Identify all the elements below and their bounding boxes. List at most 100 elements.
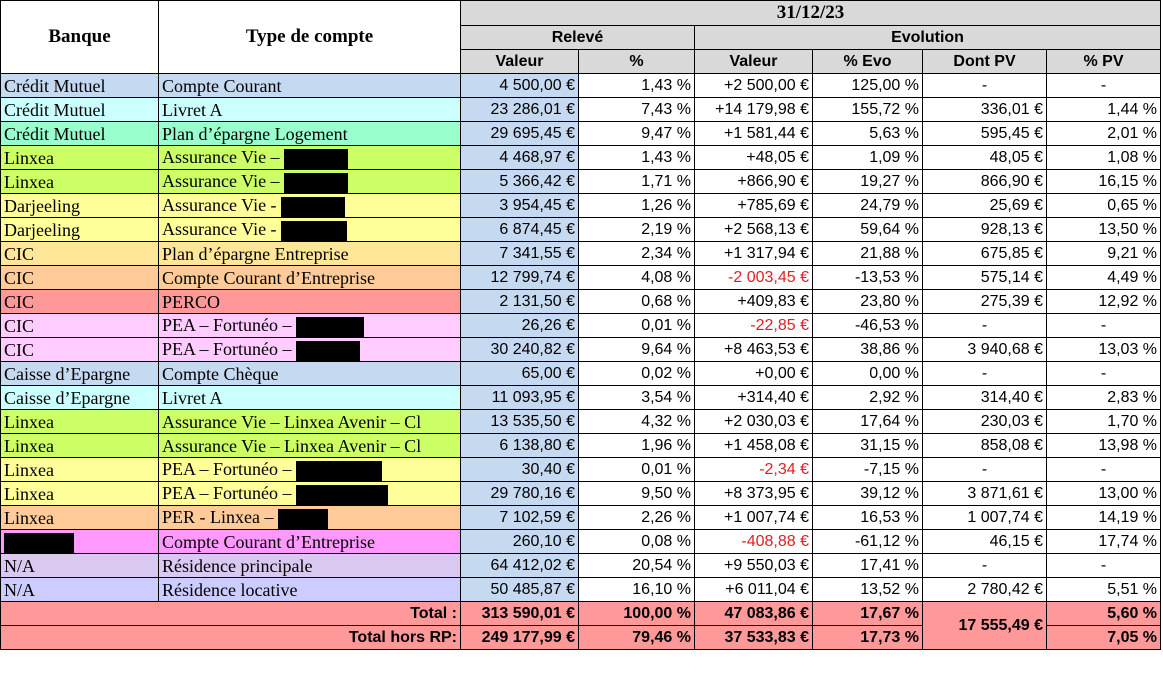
dont-pv-cell[interactable]: - [922,553,1047,578]
header-evolution[interactable]: Evolution [693,25,1162,50]
pct-evo-cell[interactable]: 23,80 % [812,289,923,314]
header-pct-evo[interactable]: % Evo [812,49,923,74]
account-type-cell[interactable]: PEA – Fortunéo – [158,481,461,506]
bank-cell[interactable]: CIC [0,241,159,266]
bank-cell[interactable] [0,529,159,554]
bank-cell[interactable]: CIC [0,337,159,362]
valeur-cell[interactable]: 64 412,02 € [460,553,579,578]
pct-pv-cell[interactable]: 9,21 % [1045,241,1162,266]
evo-value-cell[interactable]: +1 007,74 € [694,505,813,530]
total-hors-evo-cell[interactable]: 37 533,83 € [694,625,813,650]
pct-pv-cell[interactable]: - [1045,361,1162,386]
pct-cell[interactable]: 1,26 % [578,193,695,218]
pct-evo-cell[interactable]: 17,64 % [812,409,923,434]
total-pct-cell[interactable]: 100,00 % [578,601,695,626]
pct-cell[interactable]: 0,01 % [578,457,695,482]
pct-evo-cell[interactable]: 19,27 % [812,169,923,194]
pct-evo-cell[interactable]: 1,09 % [812,145,923,170]
header-dont-pv[interactable]: Dont PV [922,49,1047,74]
pct-pv-cell[interactable]: 16,15 % [1045,169,1162,194]
pct-pv-cell[interactable]: - [1045,313,1162,338]
evo-value-cell[interactable]: -22,85 € [694,313,813,338]
pct-pv-cell[interactable]: 1,08 % [1045,145,1162,170]
account-type-cell[interactable]: Livret A [158,97,461,122]
total-hors-pct-pv-cell[interactable]: 7,05 % [1045,625,1162,650]
pct-evo-cell[interactable]: 38,86 % [812,337,923,362]
pct-pv-cell[interactable]: - [1045,73,1162,98]
valeur-cell[interactable]: 6 874,45 € [460,217,579,242]
dont-pv-cell[interactable]: 336,01 € [922,97,1047,122]
pct-cell[interactable]: 1,96 % [578,433,695,458]
pct-cell[interactable]: 16,10 % [578,577,695,602]
dont-pv-cell[interactable]: 230,03 € [922,409,1047,434]
account-type-cell[interactable]: PEA – Fortunéo – [158,457,461,482]
bank-cell[interactable]: Linxea [0,481,159,506]
pct-evo-cell[interactable]: 155,72 % [812,97,923,122]
header-releve[interactable]: Relevé [460,25,695,50]
account-type-cell[interactable]: Livret A [158,385,461,410]
evo-value-cell[interactable]: +1 317,94 € [694,241,813,266]
pct-pv-cell[interactable]: 2,83 % [1045,385,1162,410]
pct-pv-cell[interactable]: 4,49 % [1045,265,1162,290]
evo-value-cell[interactable]: +1 458,08 € [694,433,813,458]
account-type-cell[interactable]: PER - Linxea – [158,505,461,530]
pct-pv-cell[interactable]: 13,98 % [1045,433,1162,458]
dont-pv-cell[interactable]: 675,85 € [922,241,1047,266]
valeur-cell[interactable]: 5 366,42 € [460,169,579,194]
dont-pv-cell[interactable]: - [922,73,1047,98]
evo-value-cell[interactable]: +2 500,00 € [694,73,813,98]
pct-evo-cell[interactable]: 59,64 % [812,217,923,242]
pct-pv-cell[interactable]: 17,74 % [1045,529,1162,554]
pct-pv-cell[interactable]: 0,65 % [1045,193,1162,218]
evo-value-cell[interactable]: +866,90 € [694,169,813,194]
pct-evo-cell[interactable]: 5,63 % [812,121,923,146]
evo-value-cell[interactable]: +0,00 € [694,361,813,386]
bank-cell[interactable]: Linxea [0,145,159,170]
evo-value-cell[interactable]: +8 463,53 € [694,337,813,362]
evo-value-cell[interactable]: +8 373,95 € [694,481,813,506]
valeur-cell[interactable]: 65,00 € [460,361,579,386]
pct-evo-cell[interactable]: 125,00 % [812,73,923,98]
account-type-cell[interactable]: Compte Courant [158,73,461,98]
pct-cell[interactable]: 0,68 % [578,289,695,314]
evo-value-cell[interactable]: +409,83 € [694,289,813,314]
pct-pv-cell[interactable]: 12,92 % [1045,289,1162,314]
bank-cell[interactable]: Crédit Mutuel [0,97,159,122]
account-type-cell[interactable]: PERCO [158,289,461,314]
bank-cell[interactable]: CIC [0,313,159,338]
pct-cell[interactable]: 1,43 % [578,73,695,98]
dont-pv-cell[interactable]: 46,15 € [922,529,1047,554]
header-valeur-evo[interactable]: Valeur [694,49,813,74]
dont-pv-cell[interactable]: 1 007,74 € [922,505,1047,530]
bank-cell[interactable]: Caisse d’Epargne [0,385,159,410]
valeur-cell[interactable]: 11 093,95 € [460,385,579,410]
pct-cell[interactable]: 9,47 % [578,121,695,146]
pct-evo-cell[interactable]: 24,79 % [812,193,923,218]
dont-pv-cell[interactable]: 3 940,68 € [922,337,1047,362]
pct-evo-cell[interactable]: -61,12 % [812,529,923,554]
header-bank[interactable]: Banque [0,0,159,74]
pct-evo-cell[interactable]: -7,15 % [812,457,923,482]
valeur-cell[interactable]: 4 468,97 € [460,145,579,170]
bank-cell[interactable]: Linxea [0,505,159,530]
dont-pv-cell[interactable]: 2 780,42 € [922,577,1047,602]
account-type-cell[interactable]: Plan d’épargne Entreprise [158,241,461,266]
pct-cell[interactable]: 2,26 % [578,505,695,530]
pct-cell[interactable]: 0,08 % [578,529,695,554]
pct-cell[interactable]: 3,54 % [578,385,695,410]
pct-cell[interactable]: 9,64 % [578,337,695,362]
header-valeur[interactable]: Valeur [460,49,579,74]
pct-evo-cell[interactable]: 39,12 % [812,481,923,506]
pct-evo-cell[interactable]: 0,00 % [812,361,923,386]
dont-pv-cell[interactable]: 575,14 € [922,265,1047,290]
total-pct-pv-cell[interactable]: 5,60 % [1045,601,1162,626]
header-pct-pv[interactable]: % PV [1045,49,1162,74]
account-type-cell[interactable]: Assurance Vie – [158,169,461,194]
pct-pv-cell[interactable]: 13,50 % [1045,217,1162,242]
total-label[interactable]: Total : [0,601,461,626]
dont-pv-cell[interactable]: 275,39 € [922,289,1047,314]
evo-value-cell[interactable]: +6 011,04 € [694,577,813,602]
account-type-cell[interactable]: PEA – Fortunéo – [158,313,461,338]
pct-pv-cell[interactable]: 1,70 % [1045,409,1162,434]
pct-cell[interactable]: 4,32 % [578,409,695,434]
